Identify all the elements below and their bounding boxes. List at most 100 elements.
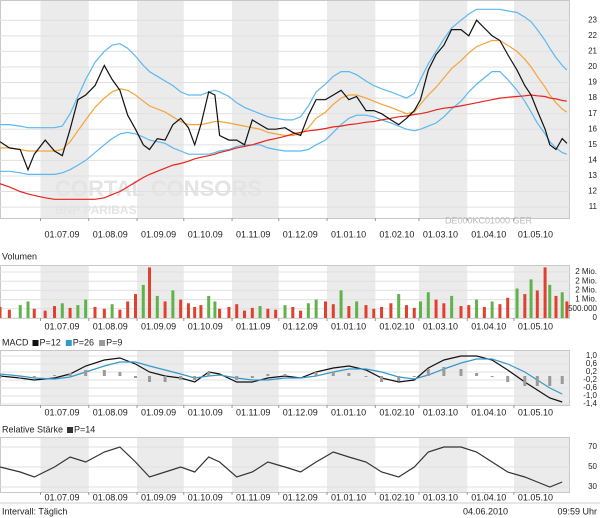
histogram-bar (506, 376, 510, 382)
volume-bar (506, 297, 510, 318)
volume-bar (291, 306, 295, 318)
volume-bar (560, 292, 564, 318)
series-line (0, 70, 568, 175)
histogram-bar (53, 375, 57, 376)
histogram-bar (380, 376, 384, 382)
y-tick-label: 2 Mio. (575, 267, 597, 276)
legend-swatch (99, 340, 106, 346)
histogram-bar (535, 376, 539, 386)
volume-bar (450, 295, 454, 318)
volume-bar (133, 294, 137, 318)
watermark: BNP PARIBAS (55, 203, 137, 217)
month-shade (418, 350, 468, 405)
legend-label: P=9 (106, 337, 122, 347)
y-tick-label: 0,6 (586, 359, 598, 368)
x-tick-label: 01.07.09 (44, 229, 79, 239)
y-tick-label: 18 (588, 93, 597, 102)
panel-title: Volumen (2, 251, 37, 261)
volume-bar (339, 290, 343, 318)
volume-bar (274, 309, 278, 318)
histogram-bar (475, 373, 479, 376)
y-tick-label: 12 (588, 187, 597, 196)
x-tick-label: 01.08.09 (93, 321, 128, 331)
panel-title: Relative Stärke (2, 424, 63, 434)
volume-bar (227, 306, 231, 318)
month-shade (40, 0, 89, 218)
histogram-bar (266, 374, 270, 376)
y-tick-label: -0,6 (583, 383, 597, 392)
volume-bar (482, 306, 486, 318)
x-tick-label: 01.03.10 (423, 229, 458, 239)
x-tick-label: 01.09.09 (141, 407, 176, 417)
legend-label: P=26 (73, 337, 94, 347)
histogram-bar (148, 376, 152, 382)
volume-bar (171, 290, 175, 318)
x-tick-label: 01.01.10 (331, 407, 366, 417)
volume-bar (7, 309, 11, 318)
x-tick-label: 01.04.10 (471, 321, 506, 331)
histogram-bar (459, 369, 463, 376)
x-tick-label: 01.11.09 (236, 407, 270, 417)
volume-bar (355, 301, 359, 318)
x-tick-label: 01.01.10 (331, 492, 366, 502)
histogram-bar (331, 372, 335, 376)
volume-bar (418, 301, 422, 318)
y-tick-label: 16 (588, 124, 597, 133)
volume-bar (213, 301, 217, 318)
volume-bar (193, 306, 197, 318)
volume-bar (258, 306, 262, 318)
x-tick-label: 01.07.09 (44, 321, 79, 331)
plot-frame (0, 437, 570, 493)
month-shade (232, 437, 279, 492)
x-tick-label: 01.08.09 (93, 229, 128, 239)
month-shade (327, 437, 376, 492)
volume-bar (467, 305, 471, 318)
volume-bar (18, 305, 22, 318)
histogram-bar (193, 376, 197, 380)
histogram-bar (314, 372, 318, 376)
volume-bar (207, 295, 211, 318)
y-tick-label: -1,0 (583, 391, 597, 400)
footer-interval: Intervall: Täglich (2, 506, 67, 516)
volume-bar (543, 267, 547, 318)
y-tick-label: 20 (588, 62, 597, 71)
x-tick-label: 01.01.10 (331, 229, 366, 239)
x-tick-label: 01.10.09 (188, 229, 223, 239)
x-tick-label: 01.05.10 (518, 321, 553, 331)
legend-swatch (32, 340, 39, 346)
series-line (0, 358, 563, 395)
x-tick-label: 01.08.09 (93, 407, 128, 417)
volume-bar (266, 308, 270, 318)
volume-bar (26, 301, 30, 318)
volume-bar (347, 306, 351, 318)
y-tick-label: 15 (588, 140, 597, 149)
x-tick-label: 01.01.10 (331, 321, 366, 331)
histogram-bar (163, 376, 167, 382)
histogram-bar (250, 376, 254, 378)
legend-label: P=12 (40, 337, 61, 347)
histogram-bar (560, 376, 564, 384)
y-tick-label: 70 (588, 442, 597, 451)
volume-bar (397, 294, 401, 318)
x-tick-label: 01.09.09 (141, 492, 176, 502)
x-tick-label: 01.12.09 (283, 492, 318, 502)
x-tick-label: 01.12.09 (283, 321, 318, 331)
footer-date: 04.06.2010 (463, 506, 508, 516)
series-line (0, 94, 568, 200)
x-tick-label: 01.05.10 (518, 407, 553, 417)
legend-swatch (65, 340, 72, 346)
y-tick-label: 50 (588, 462, 597, 471)
volume-bar (314, 299, 318, 318)
panel-title: MACD (2, 337, 29, 347)
y-tick-label: 0 (593, 313, 598, 322)
y-tick-label: 0,2 (586, 367, 598, 376)
month-shade (232, 0, 279, 218)
volume-bar (199, 305, 203, 318)
volume-bar (331, 304, 335, 318)
legend-swatch (67, 427, 74, 433)
volume-bar (110, 304, 114, 318)
volume-bar (102, 308, 106, 318)
y-tick-label: 2 Mio. (575, 276, 597, 285)
x-tick-label: 01.04.10 (471, 492, 506, 502)
